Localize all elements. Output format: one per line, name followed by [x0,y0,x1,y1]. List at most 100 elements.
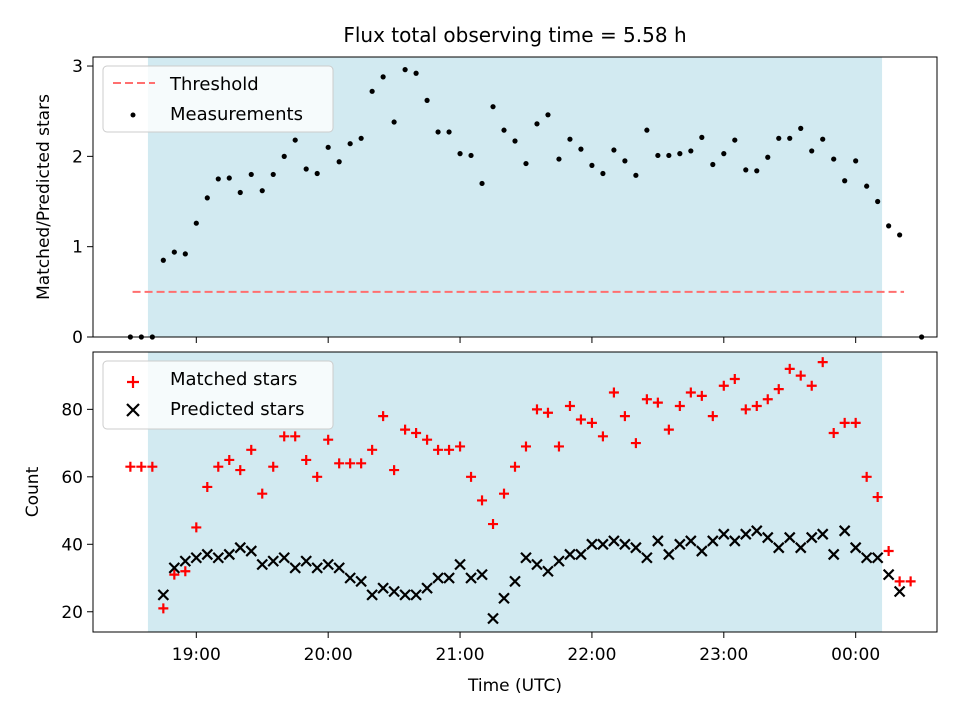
measurement-point [765,154,771,160]
matched-star-point [235,465,246,476]
y-tick-label: 20 [61,603,83,623]
matched-star-point [905,576,916,587]
matched-star-point [553,441,564,452]
predicted-star-point [619,538,631,551]
matched-star-point [477,495,488,506]
predicted-star-point [827,548,840,561]
predicted-star-point [696,545,708,557]
x-tick-label: 21:00 [436,645,485,665]
measurement-point [600,170,606,177]
measurement-point [468,152,474,159]
legend-predicted-label: Predicted stars [170,399,304,420]
measurement-point [281,153,287,159]
measurement-point [160,257,166,263]
matched-star-point [422,434,433,445]
predicted-star-point [300,555,312,567]
measurement-point [171,249,177,255]
measurement-point [336,159,342,165]
measurement-point [655,152,661,159]
chart-title: Flux total observing time = 5.58 h [343,23,686,47]
legend-measurements-label: Measurements [170,104,303,125]
measurement-point [897,232,903,238]
matched-star-point [378,411,389,422]
measurement-point [798,125,804,131]
legend-predicted-swatch [126,403,140,417]
measurement-point [820,136,826,142]
x-tick-label: 00:00 [831,645,880,665]
predicted-star-point [311,562,323,574]
matched-star-point [169,569,180,580]
measurement-point [402,67,408,73]
matched-star-point [389,465,400,476]
measurement-point [875,198,881,205]
predicted-star-point [267,555,280,567]
measurement-point [545,112,551,118]
matched-star-point [817,357,828,368]
matched-star-point [674,400,685,411]
measurement-point [842,178,848,184]
matched-star-point [323,434,334,445]
matched-star-point [455,441,466,452]
measurement-point [446,129,452,135]
top-y-axis-label: Matched/Predicted stars [34,94,54,300]
predicted-star-point [245,545,258,557]
predicted-star-point [278,552,290,564]
measurement-point [226,175,232,181]
top-legend: Threshold Measurements [102,65,334,133]
x-axis-label: Time (UTC) [467,676,562,696]
predicted-star-point [256,558,269,571]
matched-star-point [806,380,817,391]
predicted-star-point [608,535,620,547]
matched-star-point [191,522,202,533]
bottom-axes-frame [92,351,938,633]
predicted-star-point [498,592,510,605]
predicted-star-point [575,548,587,561]
measurement-point [776,135,782,141]
predicted-star-point [805,531,818,544]
matched-star-point [510,461,520,472]
bottom-legend-box [102,360,334,430]
matched-star-point [652,397,663,408]
predicted-star-point [223,548,236,561]
predicted-star-point [410,589,422,601]
predicted-star-point [388,585,400,598]
measurement-point [204,195,210,201]
measurement-point [578,146,584,152]
matched-star-point [784,363,795,374]
measurement-point [688,148,694,154]
predicted-star-point [212,552,225,564]
measurement-point [303,166,309,172]
predicted-star-point [685,535,697,547]
predicted-star-point [476,568,488,581]
matched-star-point [180,566,191,577]
matched-star-point [795,370,806,381]
predicted-star-point [783,531,796,544]
measurement-point [248,171,254,178]
measurement-point [699,134,705,140]
matched-star-point [213,461,224,472]
matched-star-point [433,444,444,455]
matched-star-point [125,461,136,472]
measurement-point [369,88,375,94]
predicted-star-point [838,525,851,537]
matched-star-point [136,461,147,472]
x-tick-label: 19:00 [172,645,221,665]
matched-star-point [334,458,345,469]
matched-star-point [224,454,235,465]
matched-star-point [257,488,268,499]
predicted-star-point [564,548,576,561]
matched-star-point [619,411,630,422]
matched-star-point [411,427,422,438]
predicted-stars-points [157,525,906,625]
top-axes-frame [92,56,938,338]
matched-star-point [531,404,542,415]
predicted-star-point [860,552,873,564]
predicted-star-point [871,552,884,564]
predicted-star-point [597,538,609,551]
matched-star-point [894,576,905,587]
y-tick-label: 80 [61,400,83,420]
predicted-star-point [509,575,521,588]
matched-star-point [356,458,367,469]
matched-star-point [872,492,883,503]
predicted-star-point [772,541,785,554]
